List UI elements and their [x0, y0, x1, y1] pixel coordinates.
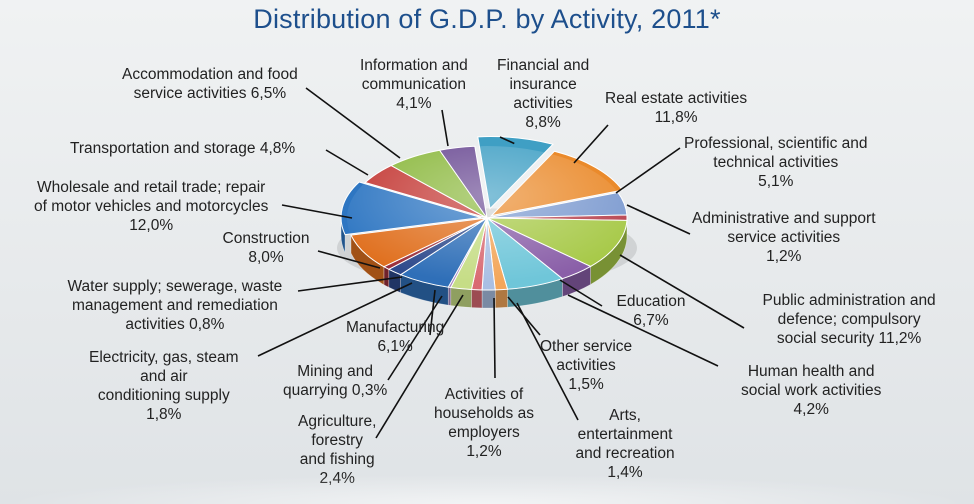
slice-label-line: activities — [513, 95, 573, 112]
slice-label-17: Transportation and storage 4,8% — [70, 139, 295, 158]
leader-line-9 — [493, 297, 496, 379]
slice-label-13: Electricity, gas, steam and air conditioni… — [89, 348, 239, 424]
slice-label-line: Financial and — [497, 57, 590, 74]
slice-label-line: of motor vehicles and motorcycles — [34, 198, 269, 215]
slice-label-line: households as — [434, 405, 534, 422]
slice-label-line: social work activities — [741, 382, 882, 399]
slice-label-line: and air — [140, 368, 188, 385]
leader-line-19 — [441, 109, 449, 147]
slice-label-line: Wholesale and retail trade; repair — [37, 179, 266, 196]
leader-line-3 — [626, 204, 691, 235]
pie-side-9 — [471, 289, 483, 309]
slice-label-line: Transportation and storage 4,8% — [70, 140, 296, 157]
slice-label-line: defence; compulsory — [777, 311, 921, 328]
leader-line-15 — [317, 250, 381, 269]
slice-label-line: Information and — [360, 57, 468, 74]
leader-line-8 — [507, 296, 541, 336]
slice-label-line: Real estate activities — [605, 90, 748, 107]
decorative-wave — [0, 474, 974, 504]
slice-label-line: 1,2% — [766, 248, 802, 265]
slice-label-3: Administrative and support service activi… — [692, 209, 876, 266]
slice-label-line: 11,8% — [654, 109, 698, 126]
slice-label-line: 6,7% — [633, 312, 669, 329]
slice-label-line: Water supply; sewerage, waste — [67, 278, 283, 295]
slice-label-line: management and remediation — [71, 297, 278, 314]
slice-label-line: insurance — [509, 76, 577, 93]
slice-label-line: 1,5% — [568, 376, 604, 393]
slice-label-line: 12,0% — [129, 217, 174, 234]
slice-label-line: 8,8% — [525, 114, 561, 131]
slice-label-18: Accommodation and food service activities… — [122, 65, 298, 103]
leader-line-14 — [297, 276, 403, 292]
slice-label-line: quarrying 0,3% — [283, 382, 388, 399]
slice-label-line: 1,8% — [146, 406, 182, 423]
slice-label-line: communication — [361, 76, 466, 93]
slice-label-line: 6,1% — [377, 338, 413, 355]
slice-label-line: Professional, scientific and — [684, 135, 868, 152]
slice-label-6: Education 6,7% — [617, 292, 686, 330]
leader-line-5 — [567, 294, 719, 367]
slice-label-16: Wholesale and retail trade; repair of mot… — [34, 178, 268, 235]
leader-line-4 — [619, 254, 745, 329]
slice-label-line: 8,0% — [248, 249, 284, 266]
leader-line-17 — [325, 149, 369, 176]
slice-label-19: Information and communication 4,1% — [360, 56, 468, 113]
slice-label-line: Manufacturing — [346, 319, 445, 336]
leader-line-6 — [559, 279, 603, 307]
leader-line-0 — [499, 136, 515, 145]
pie-side-14 — [383, 266, 390, 288]
slice-label-4: Public administration and defence; compul… — [763, 291, 936, 348]
slice-label-2: Professional, scientific and technical ac… — [684, 134, 868, 191]
slice-label-line: Agriculture, — [298, 413, 377, 430]
slice-label-line: Human health and — [747, 363, 875, 380]
leader-line-13 — [257, 282, 413, 357]
slice-label-line: Mining and — [297, 363, 374, 380]
slice-label-line: 4,2% — [793, 401, 829, 418]
pie-side-11 — [447, 286, 452, 306]
leader-line-10 — [375, 294, 464, 439]
slice-label-line: and recreation — [575, 445, 675, 462]
slice-label-1: Real estate activities 11,8% — [605, 89, 747, 127]
pie-side-7 — [494, 288, 508, 309]
leader-line-7 — [516, 302, 579, 421]
slice-label-line: activities — [556, 357, 616, 374]
slice-label-9: Activities of households as employers 1,2% — [434, 385, 534, 461]
slice-label-12: Manufacturing 6,1% — [346, 318, 444, 356]
slice-label-line: technical activities — [713, 154, 839, 171]
slice-label-line: Public administration and — [762, 292, 936, 309]
slice-label-7: Arts, entertainment and recreation 1,4% — [576, 406, 675, 482]
slice-label-line: entertainment — [577, 426, 673, 443]
slice-label-5: Human health and social work activities 4,… — [741, 362, 881, 419]
leader-line-16 — [281, 204, 353, 219]
slice-label-15: Construction 8,0% — [223, 229, 310, 267]
leader-line-18 — [305, 87, 401, 159]
slice-label-line: 4,1% — [396, 95, 432, 112]
slice-label-0: Financial and insurance activities 8,8% — [497, 56, 589, 132]
slice-label-line: Other service — [540, 338, 633, 355]
slice-label-line: Arts, — [609, 407, 641, 424]
leader-line-12 — [429, 289, 436, 336]
slice-label-11: Mining and quarrying 0,3% — [283, 362, 387, 400]
slice-label-line: Construction — [222, 230, 310, 247]
slice-label-line: employers — [448, 424, 520, 441]
slice-label-line: and fishing — [299, 451, 375, 468]
chart-title: Distribution of G.D.P. by Activity, 2011… — [253, 4, 721, 34]
slice-label-line: Electricity, gas, steam — [89, 349, 239, 366]
leader-line-2 — [615, 147, 681, 194]
slice-label-line: Activities of — [444, 386, 524, 403]
leader-line-1 — [573, 124, 609, 164]
slice-label-14: Water supply; sewerage, waste management … — [68, 277, 283, 334]
slice-label-line: social security 11,2% — [776, 330, 922, 347]
slice-label-line: Accommodation and food — [122, 66, 298, 83]
slice-label-line: Education — [616, 293, 686, 310]
slice-label-line: forestry — [311, 432, 364, 449]
slice-label-line: service activities — [727, 229, 841, 246]
slice-label-line: 5,1% — [758, 173, 794, 190]
slice-label-line: Administrative and support — [692, 210, 876, 227]
slice-label-line: conditioning supply — [97, 387, 230, 404]
slice-label-line: service activities 6,5% — [133, 85, 287, 102]
slice-label-line: activities 0,8% — [125, 316, 225, 333]
slice-label-line: 1,2% — [466, 443, 502, 460]
slice-label-8: Other service activities 1,5% — [540, 337, 632, 394]
